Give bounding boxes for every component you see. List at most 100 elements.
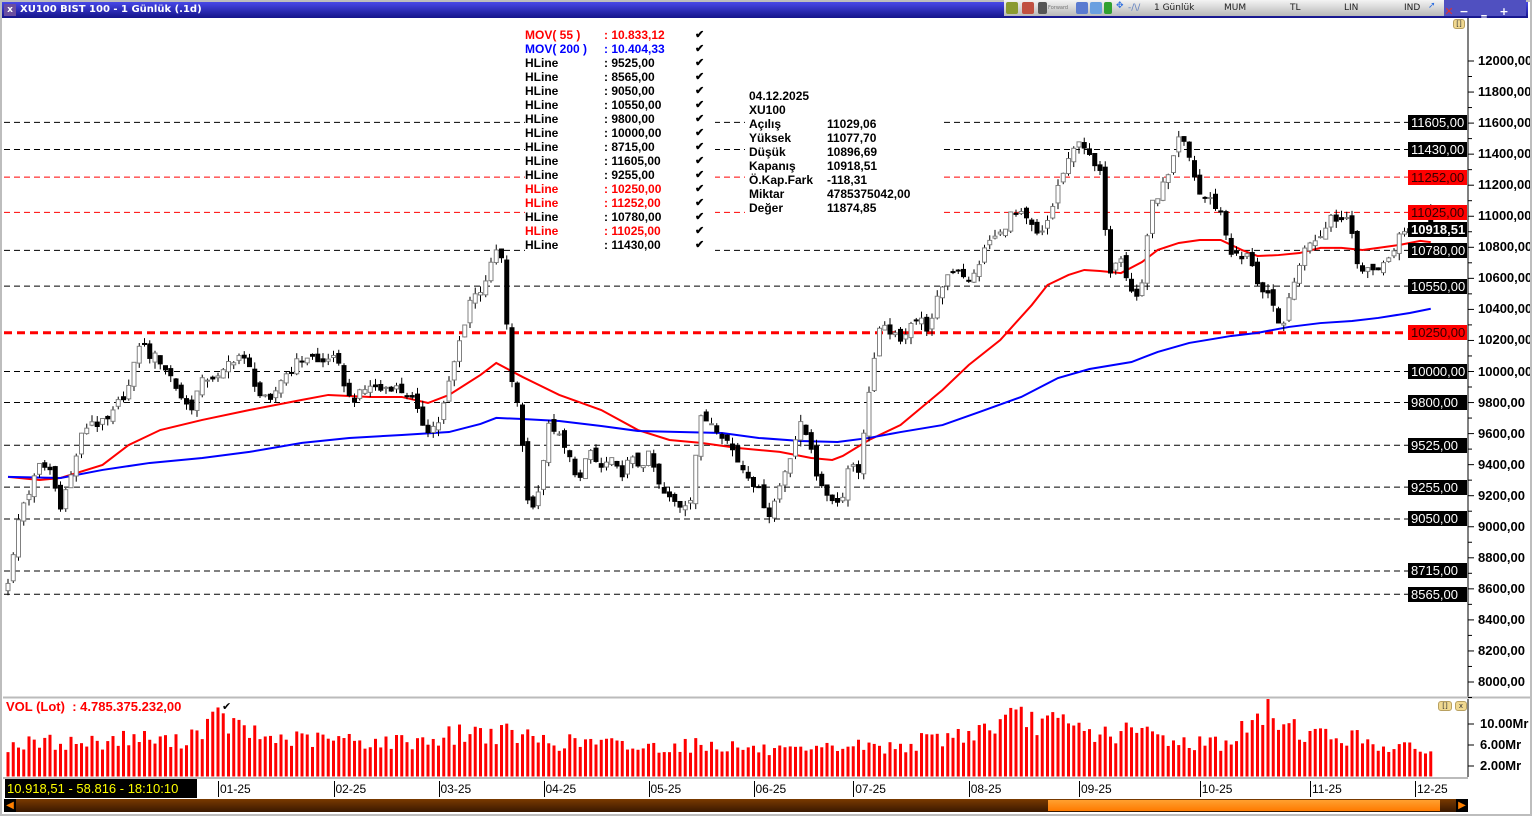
- scrollbar-thumb[interactable]: [1048, 800, 1440, 811]
- legend-name: HLine: [525, 70, 559, 84]
- maximize-button[interactable]: +: [1499, 5, 1509, 18]
- check-icon[interactable]: ✔: [695, 113, 705, 125]
- candle: [703, 409, 709, 422]
- tools-icon[interactable]: ✕: [1444, 5, 1454, 18]
- candle-body-up: [357, 389, 363, 399]
- check-icon[interactable]: ✔: [695, 169, 705, 181]
- check-icon[interactable]: ✔: [695, 225, 705, 237]
- candle-body-down: [1013, 212, 1019, 215]
- candle: [950, 268, 956, 275]
- check-icon[interactable]: ✔: [695, 85, 705, 97]
- candle-body-down: [966, 279, 972, 282]
- period-button[interactable]: 1 Günlük: [1154, 3, 1195, 13]
- legend-value: : 10550,00: [604, 98, 662, 112]
- candle-body-down: [751, 477, 756, 487]
- panel-maximize-button[interactable]: []: [1453, 19, 1465, 29]
- candle-body-up: [430, 425, 436, 433]
- candle-body-down: [1375, 267, 1381, 271]
- x-tick-label: 07-25: [853, 781, 886, 797]
- check-icon[interactable]: ✔: [695, 211, 705, 223]
- candle: [163, 365, 168, 375]
- candle: [730, 437, 735, 457]
- hline-price-label: 9525,00: [1408, 437, 1467, 453]
- move-icon[interactable]: ✥: [1116, 1, 1124, 11]
- check-icon[interactable]: ✔: [695, 99, 705, 111]
- check-icon[interactable]: ✔: [695, 29, 705, 41]
- candle-body-up: [226, 360, 231, 373]
- candle: [546, 420, 552, 467]
- volume-bar: [253, 725, 257, 777]
- chart-type-button[interactable]: MUM: [1224, 3, 1247, 13]
- candle-body-down: [1129, 278, 1134, 292]
- minimize-button[interactable]: −: [1459, 5, 1469, 18]
- check-icon[interactable]: ✔: [222, 700, 232, 713]
- candle: [399, 377, 405, 394]
- volume-bar: [1292, 719, 1296, 777]
- scale-button[interactable]: LIN: [1344, 3, 1359, 13]
- volume-panel-close-button[interactable]: x: [1455, 701, 1467, 711]
- candle: [236, 353, 242, 365]
- check-icon[interactable]: ✔: [695, 155, 705, 167]
- candle-body-up: [446, 380, 452, 402]
- volume-bar: [872, 743, 876, 777]
- candle: [199, 374, 205, 398]
- volume-bar: [1408, 742, 1412, 777]
- check-icon[interactable]: ✔: [695, 127, 705, 139]
- check-icon[interactable]: ✔: [695, 197, 705, 209]
- window-icon[interactable]: [1038, 2, 1047, 14]
- volume-bar: [368, 747, 372, 777]
- forward-button[interactable]: Forward: [1048, 5, 1069, 11]
- close-chart-button[interactable]: x: [4, 4, 16, 16]
- volume-bar: [295, 731, 299, 777]
- candle: [388, 385, 394, 392]
- volume-bar: [731, 741, 734, 777]
- candle: [987, 235, 993, 250]
- chart-icon[interactable]: [1090, 2, 1102, 14]
- volume-bar: [342, 738, 346, 777]
- candle-body-up: [294, 358, 300, 375]
- candle: [819, 471, 825, 489]
- candle: [856, 460, 861, 480]
- check-icon[interactable]: ✔: [695, 239, 705, 251]
- volume-bar: [573, 738, 577, 777]
- check-icon[interactable]: ✔: [695, 57, 705, 69]
- candle: [777, 483, 783, 503]
- restore-button[interactable]: ‗: [1481, 5, 1487, 18]
- volume-bar: [1025, 727, 1028, 777]
- candle: [10, 552, 16, 584]
- check-icon[interactable]: ✔: [695, 183, 705, 195]
- candle: [352, 393, 357, 408]
- arrow-icon[interactable]: ➚: [1428, 1, 1436, 11]
- check-icon[interactable]: ✔: [695, 43, 705, 55]
- ma55-line[interactable]: [7, 239, 1431, 482]
- scroll-left-icon[interactable]: ◀: [4, 799, 16, 812]
- template-icon[interactable]: [1022, 2, 1034, 14]
- volume-bar: [1208, 737, 1212, 777]
- grid-icon[interactable]: [1076, 2, 1088, 14]
- indicator-icon[interactable]: [1006, 2, 1018, 14]
- volume-bar: [284, 739, 288, 777]
- indicator-button[interactable]: IND: [1404, 3, 1421, 13]
- candle: [262, 394, 268, 398]
- pencil-icon[interactable]: [1104, 2, 1112, 14]
- check-icon[interactable]: ✔: [695, 71, 705, 83]
- volume-panel-maximize-button[interactable]: []: [1438, 701, 1452, 711]
- wave-icon[interactable]: -/\/: [1128, 3, 1141, 13]
- candle-body-up: [772, 500, 777, 519]
- candle: [126, 379, 132, 401]
- candle: [215, 372, 221, 382]
- candle: [1312, 234, 1318, 251]
- candle-body-down: [856, 464, 861, 473]
- time-scrollbar[interactable]: ◀ ▶: [4, 799, 1468, 812]
- volume-bar: [720, 751, 724, 777]
- volume-bar: [1140, 727, 1144, 777]
- currency-button[interactable]: TL: [1290, 3, 1301, 13]
- candle: [961, 263, 966, 279]
- candle: [1113, 262, 1119, 275]
- candle-body-down: [1102, 166, 1108, 230]
- volume-bar: [1035, 735, 1039, 777]
- check-icon[interactable]: ✔: [695, 141, 705, 153]
- scroll-right-icon[interactable]: ▶: [1456, 799, 1468, 812]
- volume-bar: [1040, 718, 1044, 777]
- candle-body-up: [1297, 264, 1302, 284]
